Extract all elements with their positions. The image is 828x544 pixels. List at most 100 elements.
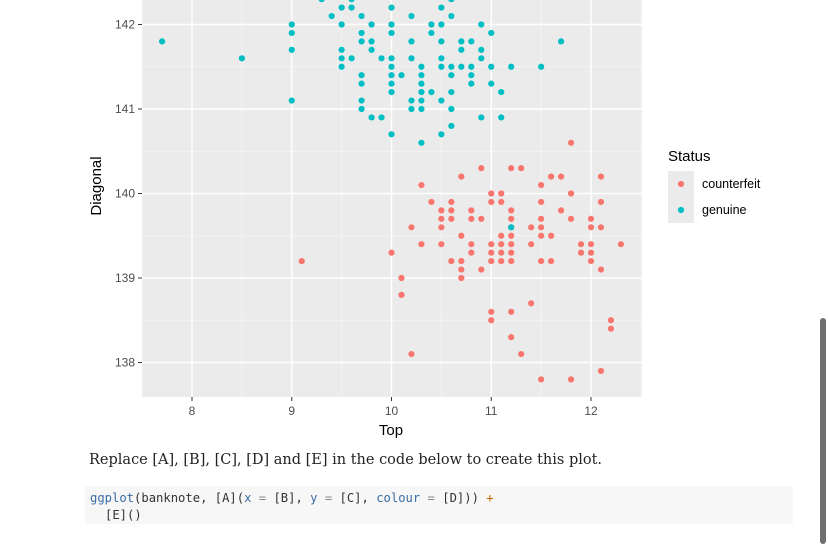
code-token: x bbox=[244, 491, 252, 505]
point-counterfeit bbox=[508, 232, 515, 239]
code-token: = bbox=[317, 491, 340, 505]
point-genuine bbox=[388, 21, 395, 28]
point-genuine bbox=[158, 38, 166, 45]
point-counterfeit bbox=[538, 224, 545, 231]
point-genuine bbox=[408, 55, 415, 62]
code-token: = bbox=[251, 491, 274, 505]
point-counterfeit bbox=[548, 232, 555, 239]
point-genuine bbox=[388, 72, 395, 79]
scrollbar-thumb[interactable] bbox=[820, 318, 826, 544]
point-counterfeit bbox=[488, 241, 495, 248]
point-genuine bbox=[478, 114, 485, 121]
y-axis-label: Diagonal bbox=[88, 156, 105, 215]
point-counterfeit bbox=[587, 224, 595, 231]
point-genuine bbox=[338, 21, 345, 28]
instruction-text: Replace [A], [B], [C], [D] and [E] in th… bbox=[89, 452, 603, 468]
point-counterfeit bbox=[528, 224, 535, 231]
point-counterfeit bbox=[498, 258, 505, 265]
point-genuine bbox=[368, 46, 375, 53]
point-genuine bbox=[328, 12, 335, 20]
point-genuine bbox=[448, 0, 455, 3]
point-genuine bbox=[438, 38, 445, 45]
point-counterfeit bbox=[458, 173, 465, 180]
point-genuine bbox=[468, 38, 475, 45]
point-genuine bbox=[338, 55, 345, 62]
point-genuine bbox=[358, 38, 365, 45]
point-counterfeit bbox=[538, 198, 545, 206]
point-genuine bbox=[418, 63, 425, 70]
x-tick-label: 10 bbox=[385, 404, 399, 418]
point-genuine bbox=[388, 4, 395, 11]
point-counterfeit bbox=[548, 173, 555, 180]
point-counterfeit bbox=[478, 266, 485, 273]
point-counterfeit bbox=[508, 308, 515, 315]
point-genuine bbox=[498, 89, 505, 96]
point-genuine bbox=[288, 21, 295, 28]
point-counterfeit bbox=[528, 241, 535, 248]
point-counterfeit bbox=[518, 350, 525, 358]
legend-title: Status bbox=[668, 148, 711, 165]
x-tick-label: 12 bbox=[584, 404, 598, 418]
code-line-1: ggplot(banknote, [A](x = [B], y = [C], c… bbox=[90, 491, 494, 505]
point-genuine bbox=[238, 55, 245, 62]
point-counterfeit bbox=[418, 241, 425, 248]
point-genuine bbox=[488, 63, 495, 70]
code-token: = bbox=[420, 491, 443, 505]
point-counterfeit bbox=[538, 181, 545, 189]
point-counterfeit bbox=[458, 232, 465, 239]
point-counterfeit bbox=[597, 198, 605, 206]
point-counterfeit bbox=[398, 274, 405, 282]
point-genuine bbox=[438, 4, 445, 11]
legend-label-counterfeit: counterfeit bbox=[702, 177, 761, 191]
point-counterfeit bbox=[508, 215, 515, 222]
point-genuine bbox=[448, 105, 455, 113]
point-counterfeit bbox=[567, 376, 575, 383]
point-counterfeit bbox=[567, 139, 575, 146]
point-genuine bbox=[318, 0, 325, 3]
point-genuine bbox=[408, 105, 415, 113]
point-genuine bbox=[468, 80, 475, 87]
point-genuine bbox=[508, 224, 515, 231]
point-genuine bbox=[418, 72, 425, 79]
point-genuine bbox=[338, 4, 345, 11]
point-counterfeit bbox=[557, 173, 565, 180]
point-counterfeit bbox=[607, 317, 615, 324]
code-token: [D])) bbox=[442, 491, 487, 505]
point-counterfeit bbox=[577, 241, 585, 248]
point-counterfeit bbox=[418, 181, 425, 189]
point-counterfeit bbox=[597, 367, 605, 375]
point-counterfeit bbox=[468, 249, 475, 256]
point-counterfeit bbox=[448, 207, 455, 214]
point-genuine bbox=[358, 80, 365, 87]
point-counterfeit bbox=[498, 190, 505, 197]
point-genuine bbox=[478, 21, 485, 28]
point-counterfeit bbox=[458, 258, 465, 265]
point-genuine bbox=[448, 12, 455, 20]
point-counterfeit bbox=[458, 274, 465, 282]
point-genuine bbox=[358, 29, 365, 37]
point-counterfeit bbox=[567, 190, 575, 197]
point-genuine bbox=[388, 63, 395, 70]
point-counterfeit bbox=[298, 258, 305, 265]
code-token: colour bbox=[376, 491, 421, 505]
point-counterfeit bbox=[488, 258, 495, 265]
point-counterfeit bbox=[388, 249, 395, 256]
code-block[interactable]: ggplot(banknote, [A](x = [B], y = [C], c… bbox=[85, 486, 793, 524]
point-counterfeit bbox=[508, 258, 515, 265]
point-genuine bbox=[388, 55, 395, 62]
point-counterfeit bbox=[508, 207, 515, 214]
scrollbar-track[interactable] bbox=[816, 0, 828, 544]
point-genuine bbox=[398, 72, 405, 79]
point-genuine bbox=[358, 12, 365, 20]
point-genuine bbox=[458, 38, 465, 45]
point-counterfeit bbox=[448, 215, 455, 222]
code-token: [C], bbox=[339, 491, 377, 505]
point-genuine bbox=[348, 4, 355, 11]
point-genuine bbox=[358, 105, 365, 113]
point-counterfeit bbox=[478, 215, 485, 222]
point-counterfeit bbox=[488, 198, 495, 206]
point-genuine bbox=[458, 63, 465, 70]
point-genuine bbox=[488, 29, 495, 37]
point-genuine bbox=[408, 12, 415, 20]
point-genuine bbox=[458, 46, 465, 53]
